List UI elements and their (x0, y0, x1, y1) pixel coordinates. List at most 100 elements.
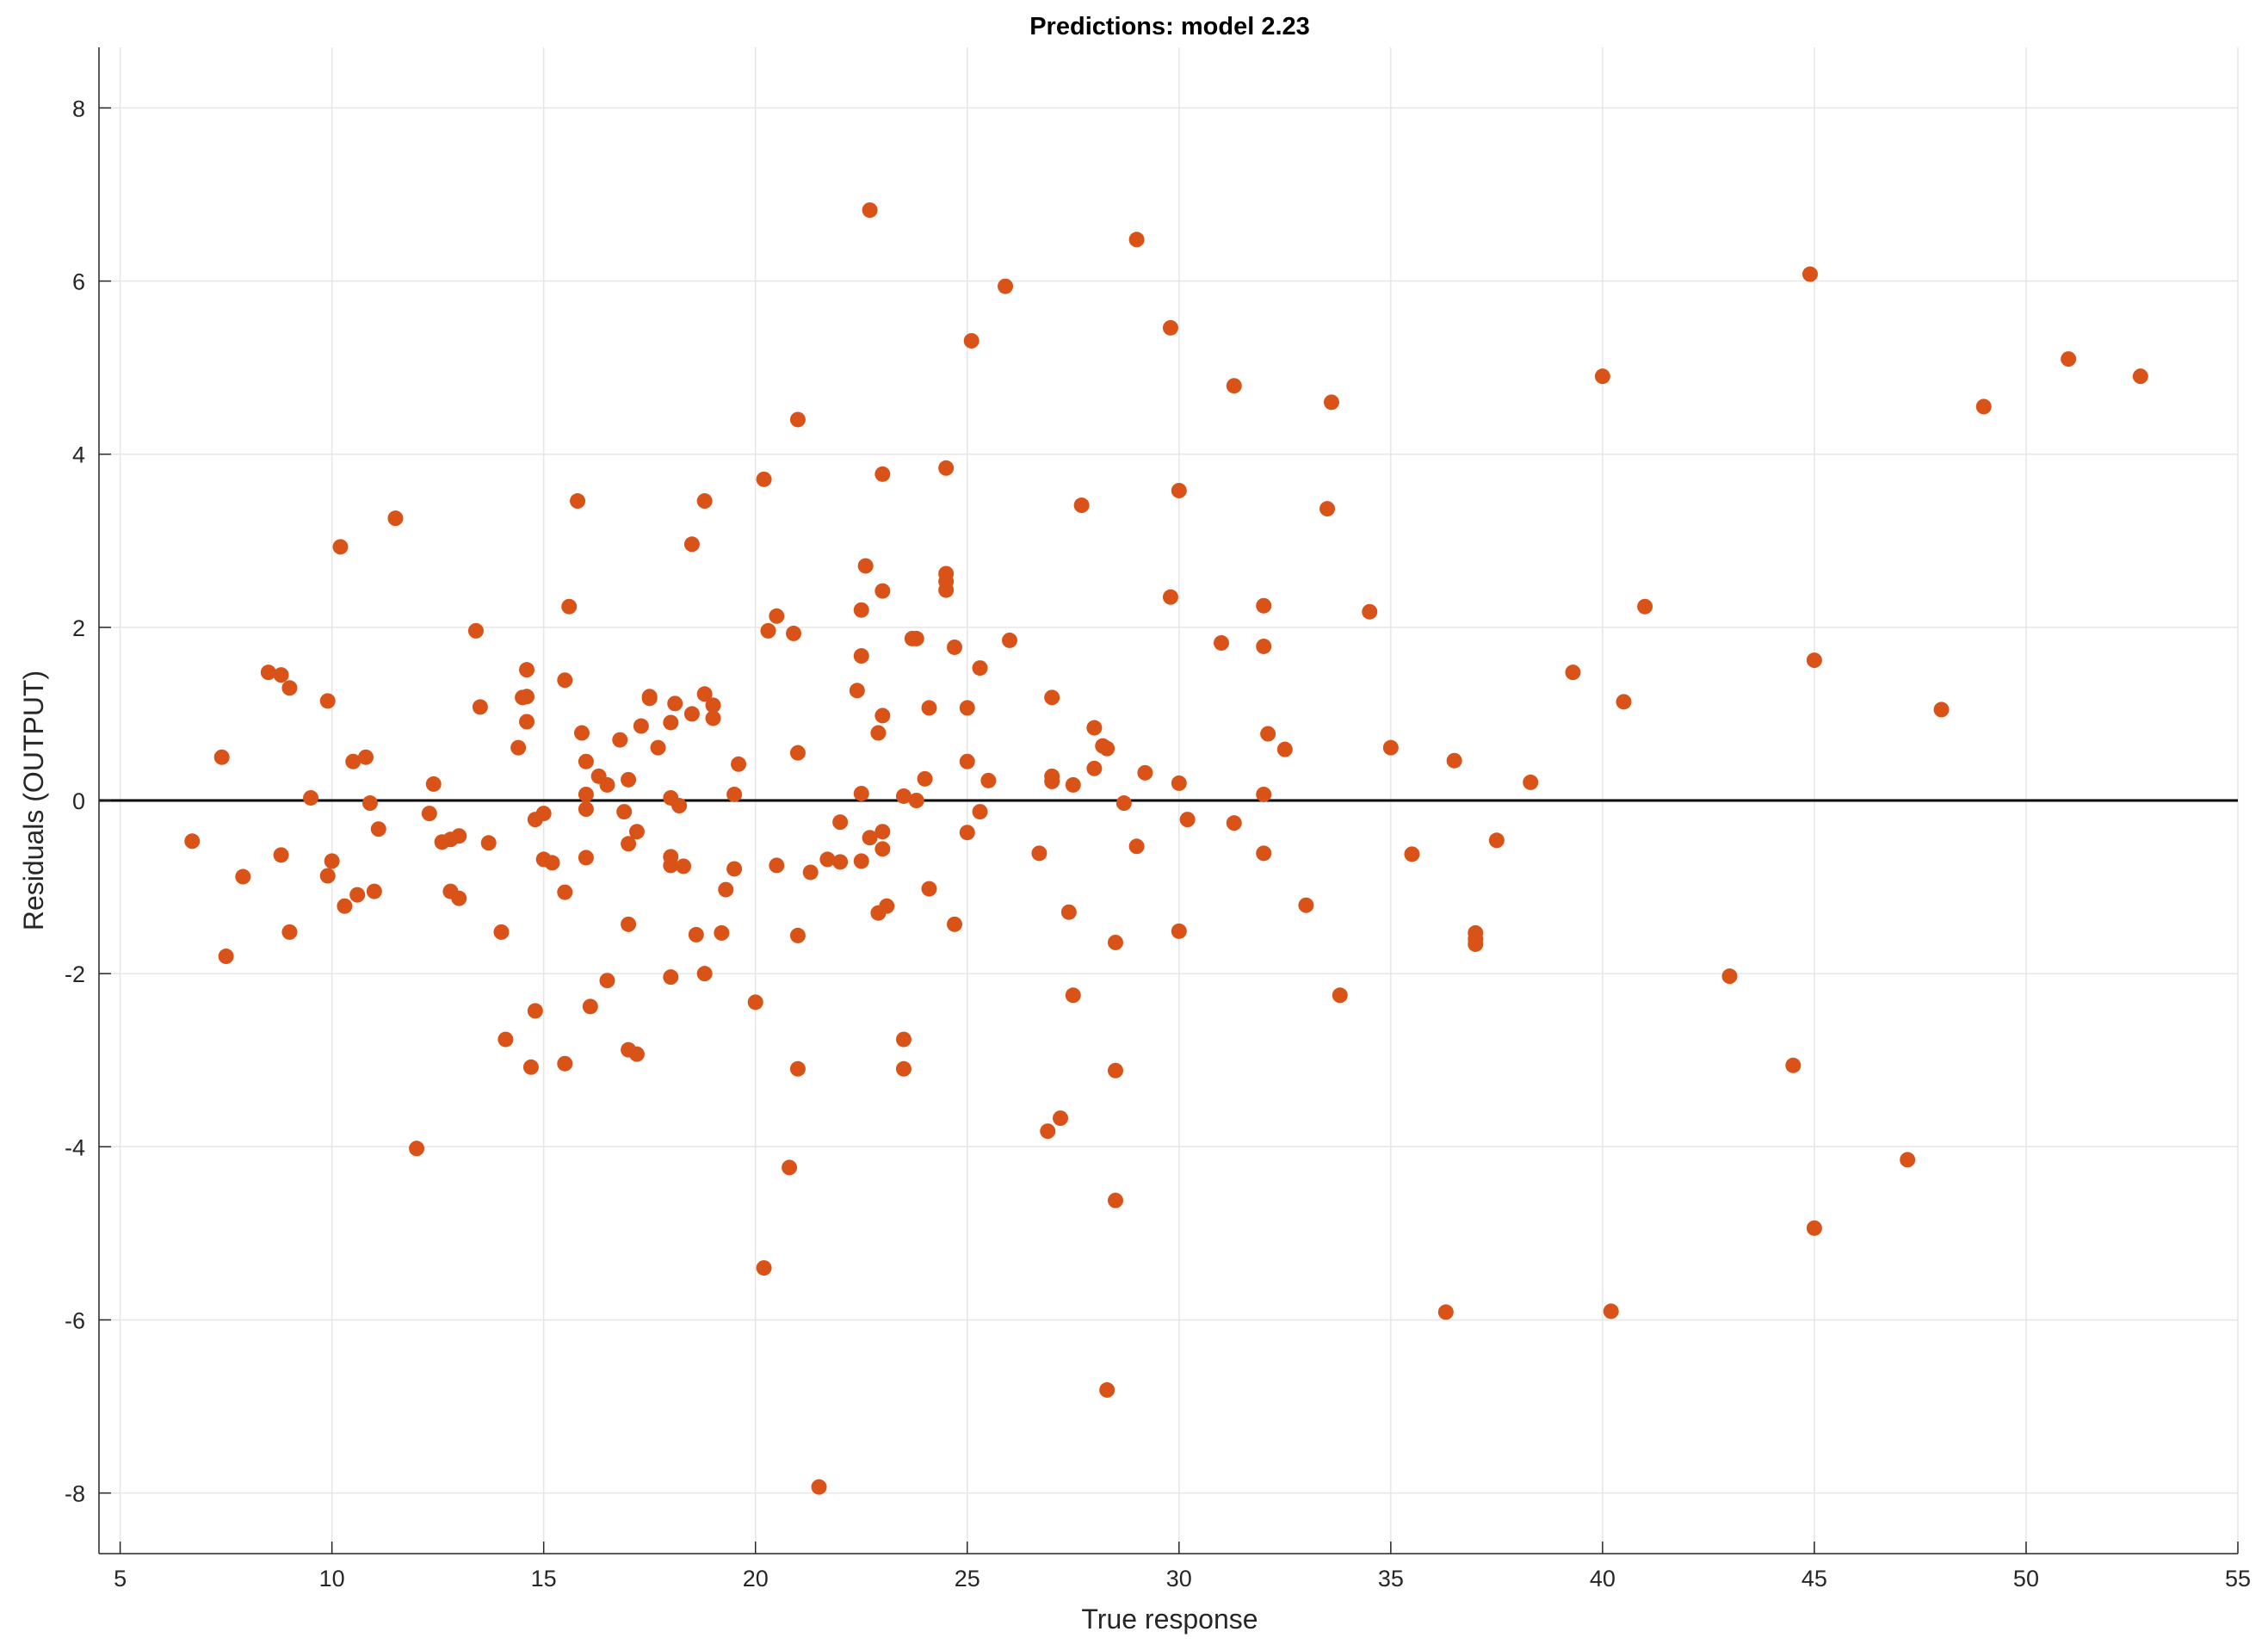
data-point (726, 786, 743, 802)
y-tick-label: -2 (65, 961, 85, 987)
data-point (650, 739, 666, 756)
data-point (387, 510, 404, 527)
x-tick-label: 30 (1166, 1566, 1192, 1591)
data-point (1256, 597, 1272, 614)
data-point (1437, 1304, 1454, 1320)
data-point (1975, 399, 1992, 415)
data-point (959, 825, 975, 841)
data-point (1044, 689, 1060, 706)
data-point (421, 806, 437, 822)
data-point (1053, 1110, 1069, 1127)
data-point (870, 725, 887, 741)
data-point (1107, 934, 1123, 950)
data-point (557, 672, 573, 689)
y-tick-label: -8 (65, 1481, 85, 1507)
data-point (332, 539, 349, 555)
x-tick-label: 35 (1378, 1566, 1404, 1591)
data-point (1086, 720, 1103, 736)
chart-title: Predictions: model 2.23 (1029, 13, 1310, 40)
data-point (1226, 378, 1242, 394)
data-point (573, 725, 590, 741)
data-point (789, 745, 806, 761)
x-tick-label: 55 (2225, 1566, 2251, 1591)
data-point (726, 861, 743, 877)
data-point (1806, 1220, 1822, 1236)
x-axis-label: True response (1081, 1604, 1258, 1635)
data-point (1099, 740, 1115, 757)
data-point (789, 411, 806, 428)
data-point (862, 202, 878, 219)
data-point (451, 890, 467, 906)
data-point (1044, 773, 1060, 789)
data-point (819, 851, 836, 868)
data-point (963, 332, 980, 349)
data-point (1128, 232, 1145, 248)
data-point (582, 998, 598, 1015)
data-point (998, 278, 1014, 294)
data-point (2132, 368, 2148, 385)
data-point (688, 926, 704, 943)
data-point (1107, 1062, 1123, 1078)
data-point (366, 883, 382, 899)
data-point (281, 924, 298, 940)
data-point (874, 708, 891, 724)
data-point (1031, 845, 1047, 862)
data-point (683, 536, 700, 553)
data-point (281, 680, 298, 696)
data-point (731, 756, 747, 772)
data-point (1806, 652, 1822, 669)
data-point (1404, 846, 1420, 862)
x-tick-label: 40 (1590, 1566, 1616, 1591)
data-point (921, 700, 937, 716)
data-point (1488, 832, 1505, 849)
data-point (782, 1159, 798, 1176)
data-point (467, 622, 484, 639)
data-point (671, 798, 688, 814)
data-point (802, 864, 819, 881)
data-point (218, 949, 234, 965)
data-point (853, 853, 869, 869)
data-point (972, 660, 988, 677)
data-point (1107, 1192, 1123, 1208)
data-point (947, 916, 962, 932)
data-point (319, 693, 336, 709)
data-point (273, 847, 289, 863)
data-point (696, 493, 713, 510)
data-point (519, 714, 535, 730)
data-point (760, 622, 776, 639)
data-point (789, 927, 806, 943)
data-point (874, 824, 891, 840)
data-point (853, 602, 869, 618)
data-point (718, 881, 734, 898)
data-point (235, 868, 251, 885)
data-point (1362, 603, 1378, 620)
data-point (1523, 774, 1539, 790)
x-tick-label: 25 (955, 1566, 980, 1591)
data-point (578, 801, 594, 818)
data-point (683, 706, 700, 722)
data-point (2061, 351, 2077, 368)
data-point (578, 850, 594, 866)
data-point (480, 835, 497, 851)
data-point (522, 1059, 539, 1075)
data-point (1137, 764, 1153, 781)
data-point (705, 710, 721, 726)
data-point (273, 667, 289, 683)
y-tick-label: 4 (72, 442, 85, 468)
data-point (959, 700, 975, 716)
data-point (1319, 501, 1336, 517)
data-point (786, 625, 802, 641)
data-point (1323, 394, 1339, 411)
data-point (1785, 1057, 1801, 1073)
data-point (1256, 845, 1272, 862)
data-point (908, 793, 924, 808)
data-point (599, 776, 615, 793)
data-point (621, 771, 637, 788)
data-point (1260, 726, 1276, 742)
data-point (849, 683, 865, 699)
data-point (1382, 739, 1399, 756)
data-point (667, 695, 683, 712)
data-point (493, 924, 510, 940)
data-point (895, 788, 912, 804)
x-tick-label: 10 (319, 1566, 345, 1591)
